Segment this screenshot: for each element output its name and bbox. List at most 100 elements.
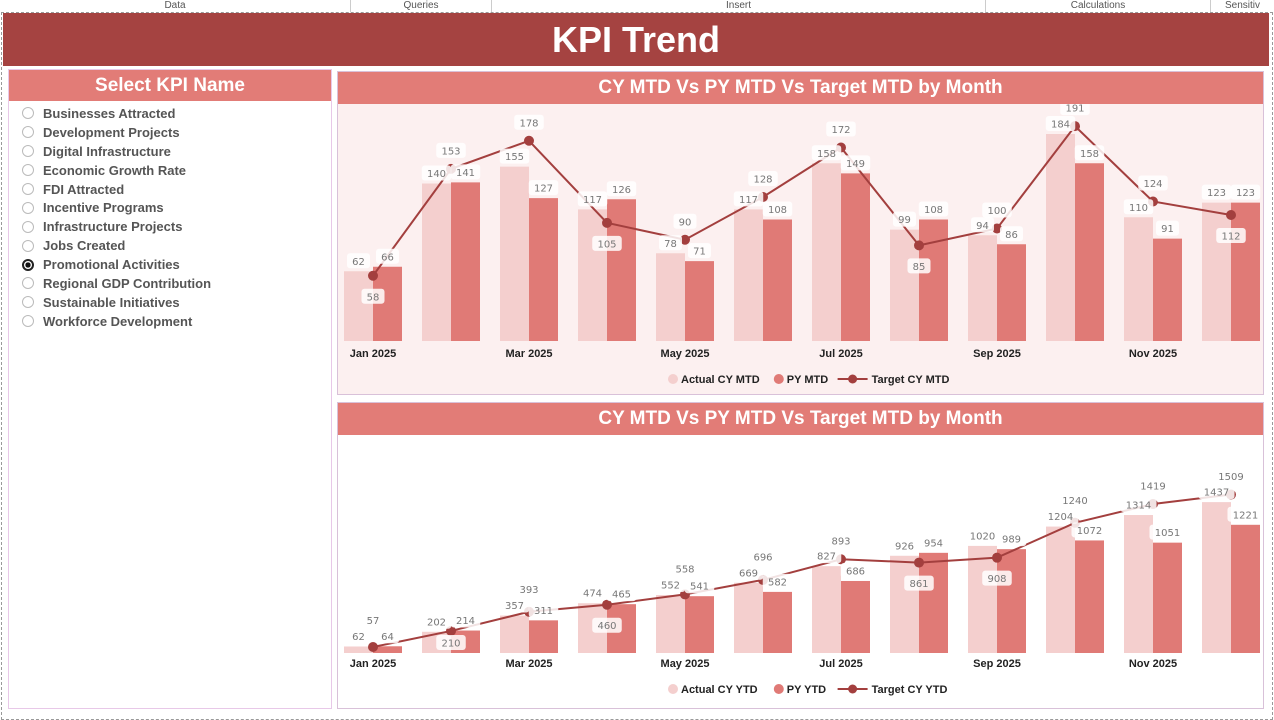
slicer-item[interactable]: Promotional Activities [9, 255, 331, 274]
menu-queries[interactable]: Queries [351, 0, 492, 12]
radio-button[interactable] [22, 164, 34, 177]
label-py-bg [376, 628, 399, 644]
slicer-item[interactable]: Sustainable Initiatives [9, 293, 331, 312]
slicer-item[interactable]: Infrastructure Projects [9, 217, 331, 236]
label-py-bg [684, 578, 715, 594]
label-actual-bg [971, 217, 994, 233]
radio-button[interactable] [22, 277, 34, 290]
label-actual: 94 [976, 221, 989, 232]
legend-actual: Actual CY YTD [681, 684, 758, 696]
label-py-bg [1071, 522, 1108, 538]
label-target: 85 [913, 262, 926, 273]
label-target: 191 [1065, 104, 1084, 115]
label-py-bg [528, 602, 559, 618]
x-tick-label: Jul 2025 [819, 658, 862, 670]
bar-actual [734, 209, 763, 341]
label-target: 861 [909, 579, 928, 590]
label-target-bg [1213, 468, 1249, 484]
slicer-item[interactable]: Regional GDP Contribution [9, 274, 331, 293]
legend-actual: Actual CY MTD [681, 374, 760, 386]
page-title: KPI Trend [3, 13, 1269, 66]
label-actual: 1204 [1048, 512, 1073, 523]
x-tick-label: Mar 2025 [505, 348, 552, 360]
radio-button[interactable] [22, 315, 34, 328]
menu-insert[interactable]: Insert [492, 0, 986, 12]
slicer-list: Businesses Attracted Development Projects… [9, 101, 331, 331]
label-actual: 827 [817, 552, 836, 563]
slicer-item[interactable]: Economic Growth Rate [9, 161, 331, 180]
slicer-item-label: Jobs Created [43, 238, 126, 254]
radio-button[interactable] [22, 296, 34, 309]
label-py-bg [840, 155, 871, 171]
bar-actual [422, 183, 451, 341]
slicer-item-label: Development Projects [43, 124, 180, 140]
label-py-bg [840, 562, 871, 578]
chart-title: CY MTD Vs PY MTD Vs Target MTD by Month [338, 72, 1263, 104]
label-py: 149 [846, 159, 865, 170]
slicer-item[interactable]: Businesses Attracted [9, 104, 331, 123]
bar-py [529, 620, 558, 653]
label-actual-bg [577, 585, 608, 601]
label-target-bg [670, 561, 700, 577]
bar-py [685, 596, 714, 653]
label-py-bg [762, 201, 793, 217]
label-target-bg [592, 235, 622, 251]
menu-data[interactable]: Data [0, 0, 351, 12]
slicer-item[interactable]: FDI Attracted [9, 180, 331, 199]
radio-button[interactable] [22, 220, 34, 233]
label-py-bg [996, 531, 1027, 547]
radio-button[interactable] [22, 201, 34, 214]
target-marker [992, 552, 1002, 563]
label-py-bg [528, 180, 559, 196]
menu-sensitivity[interactable]: Sensitiv [1211, 0, 1274, 12]
label-target-bg [982, 202, 1012, 218]
radio-button[interactable] [22, 183, 34, 195]
slicer-item-label: Digital Infrastructure [43, 143, 171, 159]
slicer-item-label: Sustainable Initiatives [43, 294, 180, 310]
slicer-item[interactable]: Jobs Created [9, 236, 331, 255]
label-py: 158 [1080, 149, 1099, 160]
x-tick-label: Sep 2025 [973, 348, 1021, 360]
label-target: 153 [441, 146, 460, 157]
target-marker [368, 642, 378, 653]
mtd-chart: 62 66 58 Jan 2025 140 141 153 155 127 178 Mar 2025… [344, 104, 1261, 386]
radio-button[interactable] [22, 239, 34, 252]
label-target: 893 [831, 537, 850, 548]
radio-button[interactable] [22, 107, 34, 120]
legend-actual-icon [668, 684, 678, 694]
label-actual: 1437 [1204, 488, 1229, 499]
label-actual: 78 [664, 239, 677, 250]
bar-py [685, 261, 714, 341]
target-marker [524, 135, 534, 146]
x-tick-label: May 2025 [661, 348, 710, 360]
bar-py [529, 198, 558, 341]
slicer-item[interactable]: Workforce Development [9, 312, 331, 331]
label-actual: 926 [895, 541, 914, 552]
slicer-item-label: Economic Growth Rate [43, 162, 187, 178]
slicer-item-label: Businesses Attracted [43, 105, 176, 121]
radio-button[interactable] [22, 258, 34, 271]
slicer-item[interactable]: Incentive Programs [9, 198, 331, 217]
label-actual-bg [499, 148, 530, 164]
label-target: 460 [597, 621, 616, 632]
radio-button[interactable] [22, 126, 34, 139]
label-py: 64 [381, 632, 394, 643]
radio-button[interactable] [22, 145, 34, 158]
menu-calculations[interactable]: Calculations [986, 0, 1211, 12]
slicer-item[interactable]: Development Projects [9, 123, 331, 142]
label-target: 210 [441, 639, 460, 650]
label-actual-bg [1123, 199, 1154, 215]
bar-py [763, 219, 792, 341]
label-actual: 669 [739, 568, 758, 579]
bar-actual [968, 235, 997, 341]
target-marker [680, 234, 690, 245]
slicer-item-label: Regional GDP Contribution [43, 275, 212, 291]
mtd-chart-panel: CY MTD Vs PY MTD Vs Target MTD by Month … [337, 71, 1264, 395]
label-target-bg [1138, 175, 1168, 191]
label-py-bg [376, 248, 399, 264]
slicer-item-label: Promotional Activities [43, 257, 180, 273]
bar-actual [734, 582, 763, 653]
bar-py [1231, 202, 1260, 341]
slicer-item[interactable]: Digital Infrastructure [9, 142, 331, 161]
label-py: 465 [612, 590, 631, 601]
